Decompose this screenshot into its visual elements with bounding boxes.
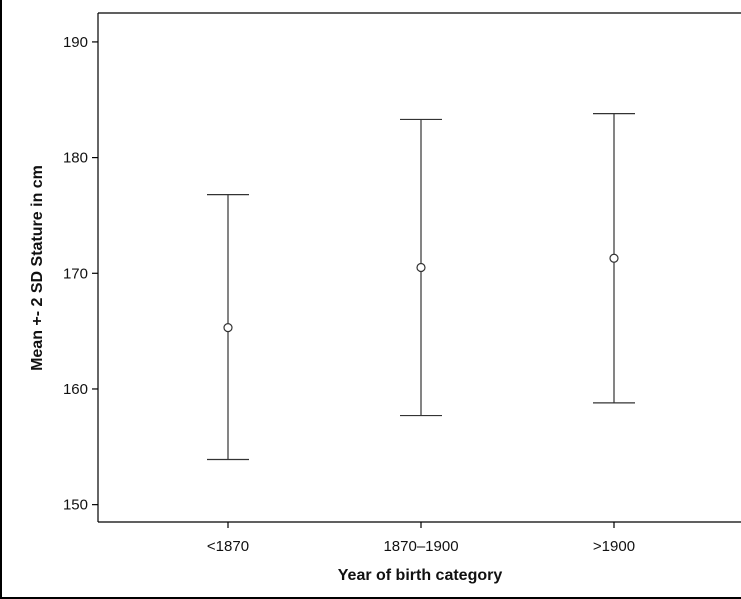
mean-point — [223, 323, 233, 333]
x-tick-label: >1900 — [593, 538, 635, 555]
error-bars — [207, 113, 635, 461]
plot-area — [97, 12, 741, 523]
y-axis: 150 160 170 180 190 — [63, 34, 98, 514]
y-tick-label: 150 — [63, 497, 88, 514]
y-tick-label: 160 — [63, 381, 88, 398]
x-tick-label: 1870–1900 — [383, 538, 458, 555]
x-axis: <1870 1870–1900 >1900 — [207, 522, 635, 555]
y-tick-label: 170 — [63, 265, 88, 282]
x-tick-label: <1870 — [207, 538, 249, 555]
x-axis-title: Year of birth category — [338, 567, 503, 584]
mean-point — [416, 262, 426, 273]
y-axis-title: Mean +- 2 SD Stature in cm — [29, 165, 46, 371]
y-tick-label: 180 — [63, 150, 88, 167]
mean-point — [609, 253, 619, 263]
y-tick-label: 190 — [63, 34, 88, 51]
